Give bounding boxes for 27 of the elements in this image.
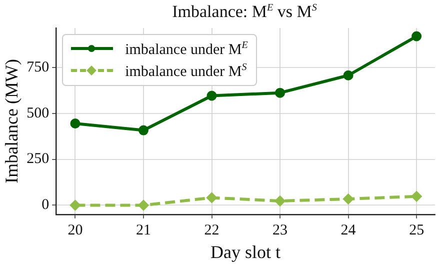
x-tick-label: 23 (272, 222, 288, 238)
point (138, 125, 148, 136)
y-tick-label: 250 (26, 151, 50, 168)
point (70, 118, 80, 128)
point (275, 88, 286, 98)
point (275, 196, 286, 206)
y-tick-label: 750 (26, 59, 50, 76)
point (206, 90, 217, 101)
point (206, 192, 217, 203)
legend-label: imbalance under M$^{E}$ (125, 40, 248, 58)
x-tick-label: 21 (136, 222, 151, 238)
legend-label: imbalance under M$^{S}$ (125, 62, 247, 80)
chart-title: Imbalance: M$^{E}$ vs M$^{S}$ (171, 2, 318, 22)
y-tick-label: 500 (26, 105, 50, 122)
point (412, 191, 422, 202)
y-axis-title: Imbalance (MW) (2, 58, 22, 184)
point (343, 70, 354, 80)
x-tick-label: 25 (409, 222, 424, 238)
x-tick-label: 22 (204, 222, 220, 238)
x-axis-title: Day slot t (210, 242, 281, 262)
point (412, 31, 422, 42)
y-tick-label: 0 (42, 197, 50, 214)
x-tick-label: 20 (68, 222, 83, 238)
point (343, 194, 354, 204)
point (138, 200, 148, 210)
x-tick-label: 24 (340, 222, 356, 238)
point (70, 200, 80, 210)
